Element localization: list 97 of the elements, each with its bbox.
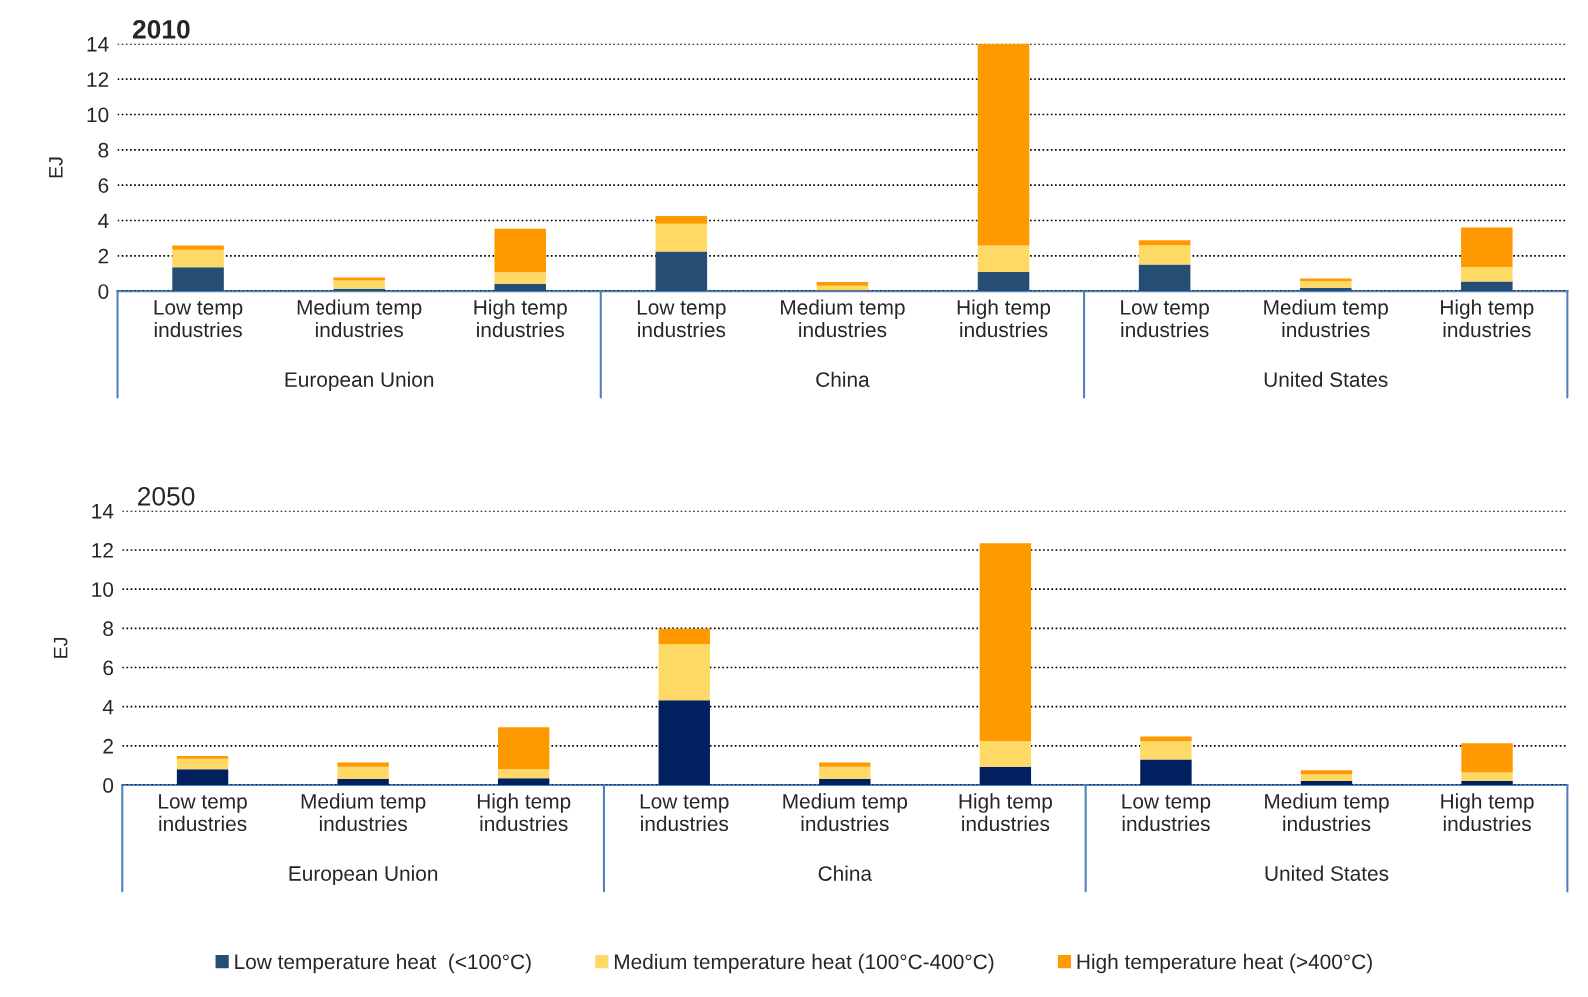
y-tick-label: 4: [102, 699, 114, 715]
bar: [176, 758, 229, 770]
bar: [337, 778, 389, 786]
bar: [1461, 281, 1513, 292]
bar: [1138, 245, 1191, 265]
y-tick-label: 10: [92, 582, 114, 597]
y-tick-label: 12: [87, 72, 109, 87]
bar: [494, 228, 547, 273]
bar: [176, 769, 229, 786]
bar: [333, 277, 385, 281]
x-tick-label: Medium temp industries: [781, 299, 905, 338]
bar: [498, 778, 550, 786]
bar: [1138, 264, 1191, 292]
y-tick-label: 2: [98, 248, 109, 264]
bar: [979, 543, 1032, 741]
text: United States: [1265, 865, 1389, 881]
bar: [1461, 227, 1513, 268]
x-tick-label: Medium temp industries: [1265, 793, 1389, 832]
x-tick-label: Medium temp industries: [301, 793, 426, 832]
x-tick-label: High temp industries: [957, 299, 1051, 338]
x-tick-label: High temp industries: [959, 793, 1052, 832]
bar: [494, 283, 547, 292]
bar: [172, 267, 224, 292]
chart-title: 2050: [138, 486, 195, 506]
x-tick-label: Low temp industries: [154, 300, 243, 338]
text: European Union: [289, 865, 438, 886]
bar: [1461, 772, 1513, 782]
bar: [979, 766, 1032, 786]
x-tick-label: High temp industries: [1441, 299, 1534, 338]
y-axis-title: EJ: [49, 157, 63, 178]
bar: [977, 43, 1030, 246]
y-tick-label: 2: [103, 738, 113, 754]
bar: [655, 223, 708, 252]
bar: [655, 216, 708, 224]
x-tick-label: Low temp industries: [1122, 794, 1211, 832]
bar: [658, 644, 710, 701]
bar: [337, 766, 389, 779]
bar: [816, 282, 869, 286]
bar: [658, 700, 710, 786]
bar: [494, 272, 547, 284]
y-tick-label: 0: [98, 284, 109, 299]
x-tick-label: High temp industries: [1441, 793, 1534, 832]
bar: [1140, 736, 1192, 742]
bar: [1461, 743, 1513, 773]
bar: [1461, 267, 1513, 282]
bar: [498, 769, 550, 779]
text: China: [818, 865, 873, 881]
y-tick-label: 4: [98, 213, 109, 229]
x-tick-label: Medium temp industries: [297, 299, 422, 338]
bar: [333, 280, 385, 289]
y-tick-label: 8: [98, 142, 109, 158]
y-tick-label: 0: [103, 778, 114, 793]
bar: [176, 756, 229, 759]
bar: [977, 272, 1030, 292]
bar: [819, 762, 871, 767]
bar: [655, 251, 708, 292]
y-tick-label: 12: [92, 543, 113, 558]
bar: [977, 245, 1030, 273]
bar: [1299, 278, 1352, 282]
y-tick-label: 10: [87, 107, 109, 123]
chart-title: 2010: [132, 19, 190, 39]
x-tick-label: High temp industries: [474, 299, 567, 338]
y-tick-label: 6: [98, 178, 109, 193]
bar: [1140, 741, 1192, 760]
legend-label: Medium temperature heat (100°C-400°C): [614, 953, 994, 974]
bar: [1140, 759, 1192, 786]
text: United States: [1264, 371, 1388, 387]
x-tick-label: Low temp industries: [1121, 300, 1209, 338]
bar: [498, 727, 550, 770]
x-tick-label: Low temp industries: [637, 300, 726, 338]
text: China: [816, 371, 870, 387]
x-tick-label: Low temp industries: [159, 794, 247, 832]
x-tick-label: Low temp industries: [640, 794, 729, 832]
bar: [819, 778, 871, 786]
bar: [819, 766, 871, 779]
bar: [1300, 770, 1353, 775]
text: European Union: [285, 371, 434, 392]
y-tick-label: 6: [103, 660, 114, 676]
bar: [1138, 240, 1191, 246]
x-tick-label: Medium temp industries: [1264, 299, 1388, 338]
bar: [172, 249, 224, 268]
y-tick-label: 8: [103, 621, 114, 637]
bar: [337, 762, 389, 767]
y-tick-label: 14: [92, 504, 114, 519]
bar: [658, 628, 710, 645]
legend-label: Low temperature heat (<100°C): [235, 953, 531, 974]
bar: [979, 740, 1032, 767]
legend-label: High temperature heat (>400°C): [1077, 953, 1372, 974]
bar: [1461, 781, 1513, 786]
bar: [1300, 781, 1353, 786]
bar: [172, 245, 224, 250]
x-tick-label: Medium temp industries: [783, 793, 908, 832]
bar: [1299, 281, 1352, 288]
y-axis-title: EJ: [53, 638, 68, 658]
y-tick-label: 14: [87, 37, 109, 52]
bar: [1300, 774, 1353, 782]
x-tick-label: High temp industries: [477, 793, 571, 832]
